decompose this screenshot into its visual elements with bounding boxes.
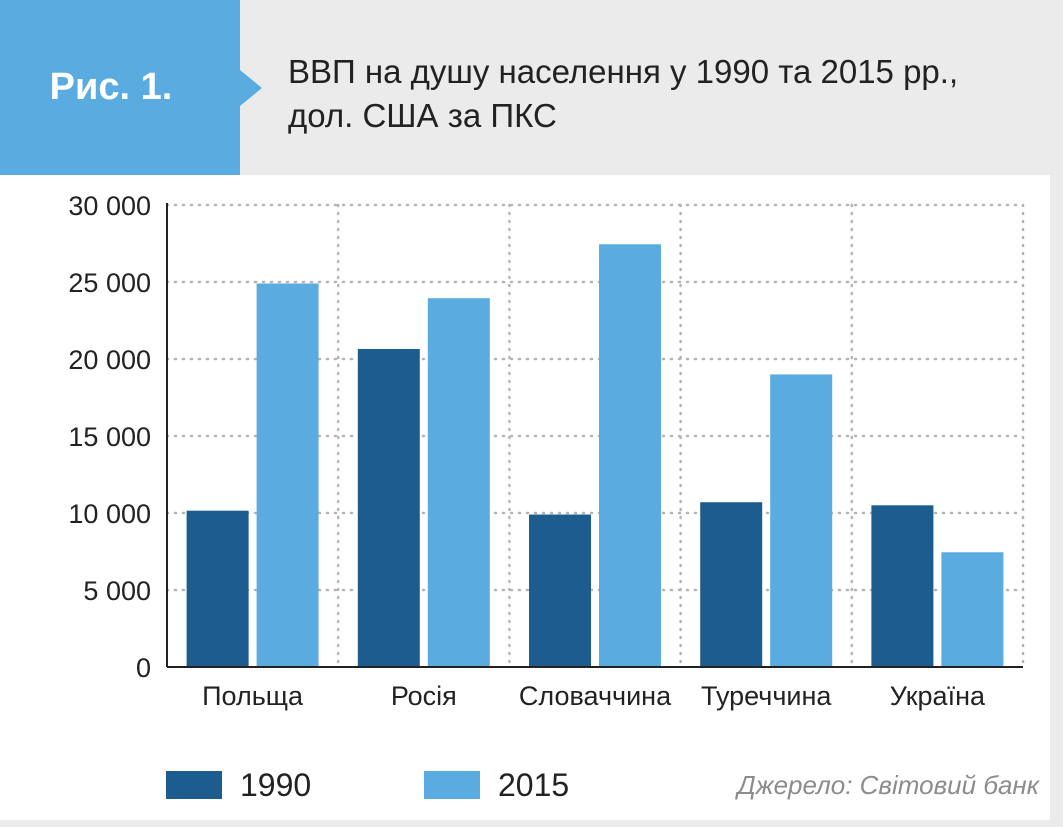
chart-title-line-2: дол. США за ПКС — [288, 97, 557, 134]
bar-2015-2 — [599, 244, 661, 667]
legend-swatch-2015 — [424, 771, 480, 799]
figure-number: Рис. 1. — [49, 66, 173, 108]
legend-label-2015: 2015 — [498, 766, 570, 803]
y-tick-label: 5 000 — [83, 576, 151, 606]
y-tick-label: 10 000 — [68, 499, 151, 529]
bar-1990-1 — [357, 348, 420, 667]
legend-item-2015: 2015 — [424, 766, 570, 803]
legend-swatch-1990 — [166, 771, 222, 799]
chart-title-line-1: ВВП на душу населення у 1990 та 2015 рр.… — [288, 53, 959, 90]
x-tick-label: Словаччина — [519, 681, 672, 711]
y-tick-label: 30 000 — [68, 191, 151, 221]
bar-1990-0 — [186, 510, 249, 667]
x-tick-label: Україна — [890, 681, 986, 711]
bar-2015-0 — [256, 283, 319, 667]
y-tick-label: 20 000 — [68, 345, 151, 375]
header: Рис. 1. ВВП на душу населення у 1990 та … — [0, 0, 1063, 175]
y-tick-label: 25 000 — [68, 268, 151, 298]
bar-2015-3 — [770, 374, 833, 667]
badge-shape — [0, 0, 262, 175]
bar-1990-3 — [700, 502, 763, 667]
figure-badge: Рис. 1. — [0, 0, 270, 175]
x-tick-label: Росія — [391, 681, 457, 711]
bar-2015-1 — [427, 298, 490, 667]
bar-1990-2 — [529, 514, 591, 667]
source-note: Джерело: Світовий банк — [737, 770, 1039, 800]
y-tick-label: 0 — [136, 653, 151, 683]
y-tick-label: 15 000 — [68, 422, 151, 452]
bar-1990-4 — [871, 505, 934, 667]
legend-label-1990: 1990 — [240, 766, 312, 803]
legend-item-1990: 1990 — [166, 766, 312, 803]
x-tick-label: Польща — [202, 681, 304, 711]
chart-title: ВВП на душу населення у 1990 та 2015 рр.… — [288, 50, 1028, 138]
x-tick-label: Туреччина — [701, 681, 832, 711]
bar-2015-4 — [941, 552, 1004, 667]
